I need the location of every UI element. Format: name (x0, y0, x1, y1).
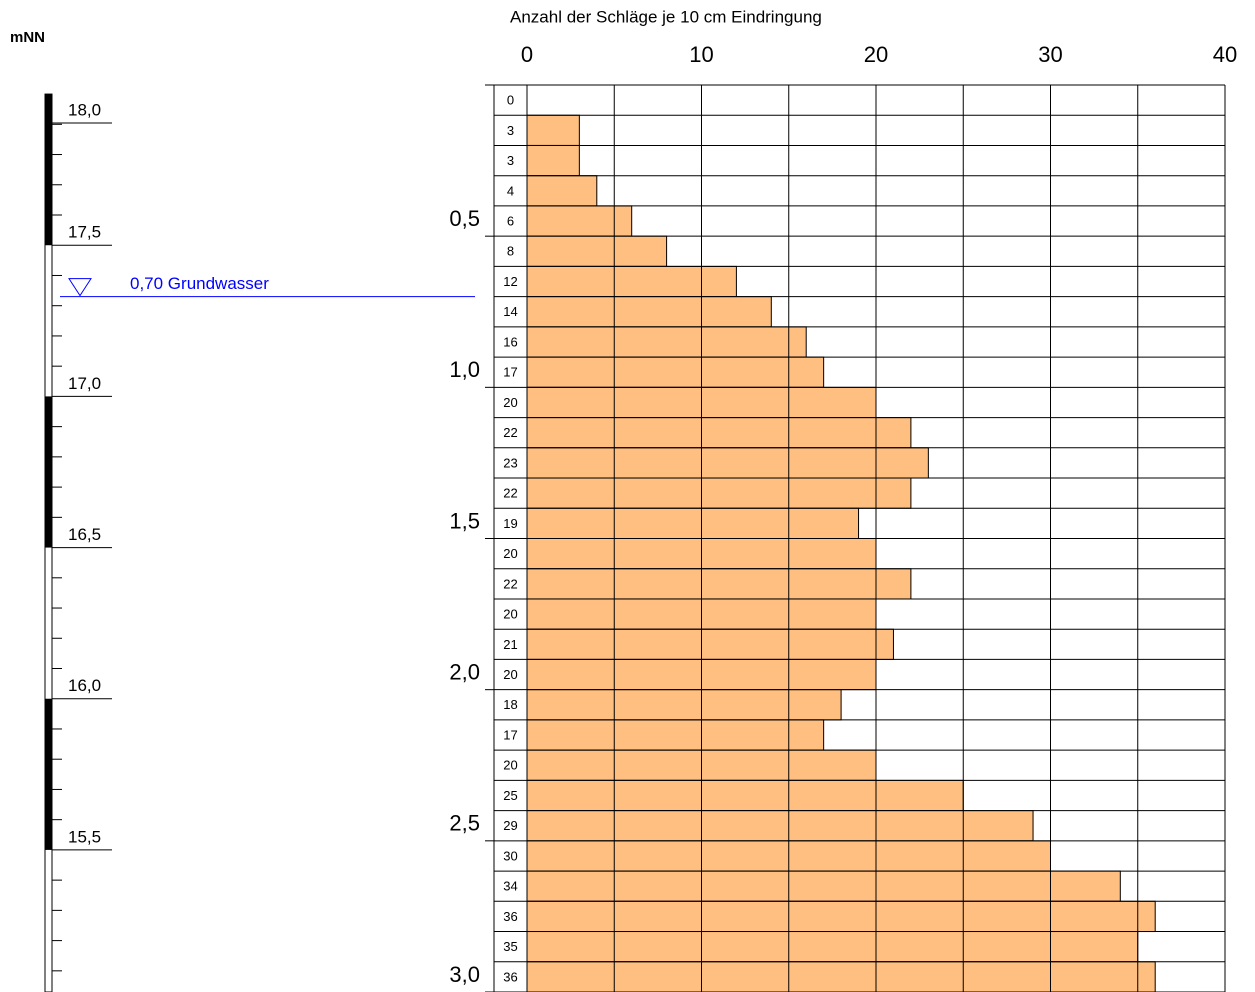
row-value-label: 6 (507, 213, 514, 228)
bar (526, 779, 964, 812)
y2-tick-label: 17,5 (68, 223, 101, 242)
row-value-label: 12 (503, 274, 517, 289)
bar (526, 417, 912, 449)
row-value-label: 8 (507, 244, 514, 259)
bar (526, 900, 1156, 933)
x-tick-label: 0 (521, 42, 533, 67)
bar (526, 719, 825, 751)
ruler-band (45, 94, 52, 246)
bar (526, 507, 860, 539)
row-value-label: 29 (503, 818, 517, 833)
y-tick-label: 3,0 (449, 962, 480, 987)
row-value-label: 22 (503, 425, 517, 440)
row-value-label: 30 (503, 848, 517, 863)
bar (526, 175, 598, 207)
row-value-label: 20 (503, 546, 517, 561)
y-tick-label: 2,0 (449, 659, 480, 684)
y-tick-label: 2,5 (449, 811, 480, 836)
row-value-label: 16 (503, 334, 517, 349)
y-tick-label: 1,0 (449, 357, 480, 382)
bar (526, 356, 825, 388)
y2-tick-label: 17,0 (68, 374, 101, 393)
row-value-label: 22 (503, 486, 517, 501)
bar (526, 235, 668, 267)
x-tick-label: 40 (1213, 42, 1237, 67)
bar (526, 870, 1121, 902)
y2-tick-label: 16,0 (68, 676, 101, 695)
row-value-label: 3 (507, 123, 514, 138)
groundwater-label: 0,70 Grundwasser (130, 274, 269, 293)
row-value-label: 20 (503, 758, 517, 773)
row-value-label: 20 (503, 395, 517, 410)
x-tick-label: 30 (1038, 42, 1062, 67)
bar (526, 326, 807, 358)
groundwater-symbol (68, 278, 92, 297)
row-value-label: 35 (503, 939, 517, 954)
row-value-label: 36 (503, 969, 517, 984)
y-tick-label: 0,5 (449, 206, 480, 231)
row-value-label: 3 (507, 153, 514, 168)
ruler-band (45, 396, 52, 548)
bar (526, 810, 1034, 842)
y-tick-label: 1,5 (449, 508, 480, 533)
x-tick-label: 20 (864, 42, 888, 67)
row-value-label: 22 (503, 576, 517, 591)
bar (526, 114, 580, 146)
row-value-label: 23 (503, 455, 517, 470)
bar (526, 205, 633, 237)
elevation-axis-title: mNN (10, 29, 45, 46)
row-value-label: 34 (503, 879, 517, 894)
bar (526, 931, 1139, 963)
bar (526, 447, 929, 479)
y2-tick-label: 16,5 (68, 525, 101, 544)
row-value-label: 21 (503, 637, 517, 652)
bar (526, 296, 772, 328)
bar (526, 689, 842, 721)
bar (526, 265, 737, 298)
bar (526, 961, 1156, 992)
chart-title: Anzahl der Schläge je 10 cm Eindringung (510, 7, 822, 26)
row-value-label: 36 (503, 909, 517, 924)
y2-tick-label: 18,0 (68, 100, 101, 119)
row-value-label: 17 (503, 365, 517, 380)
bar (526, 568, 912, 600)
row-value-label: 17 (503, 727, 517, 742)
bar (526, 628, 894, 660)
x-tick-label: 10 (689, 42, 713, 67)
row-value-label: 14 (503, 304, 517, 319)
y2-tick-label: 15,5 (68, 827, 101, 846)
bar (526, 477, 912, 509)
row-value-label: 19 (503, 516, 517, 531)
row-value-label: 20 (503, 607, 517, 622)
bar (526, 144, 580, 177)
row-value-label: 0 (507, 93, 514, 108)
ruler-band (45, 698, 52, 850)
row-value-label: 18 (503, 697, 517, 712)
row-value-label: 20 (503, 667, 517, 682)
row-value-label: 4 (507, 183, 514, 198)
row-value-label: 25 (503, 788, 517, 803)
